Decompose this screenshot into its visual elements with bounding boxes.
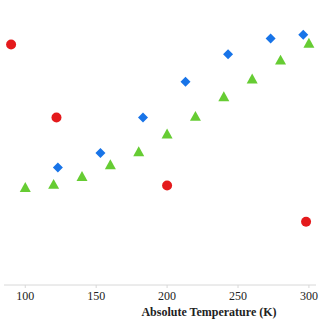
point-diamond [298, 30, 308, 40]
x-tick [96, 285, 97, 288]
point-diamond [138, 113, 148, 123]
point-triangle [247, 74, 258, 84]
x-tick-label: 100 [16, 289, 34, 303]
chart: 100 150 200 250 300 Absolute Temperature (K) [0, 0, 320, 320]
point-diamond [95, 148, 105, 158]
x-tick-label: 150 [87, 289, 105, 303]
point-diamond [53, 163, 63, 173]
x-tick-label: 200 [158, 289, 176, 303]
point-triangle [48, 179, 59, 189]
x-tick-label: 250 [229, 289, 247, 303]
point-circle [162, 181, 172, 191]
point-triangle [303, 38, 314, 48]
point-diamond [223, 49, 233, 59]
x-tick-label: 300 [300, 289, 318, 303]
point-diamond [266, 34, 276, 44]
point-diamond [181, 77, 191, 87]
x-tick [308, 285, 309, 288]
x-tick [25, 285, 26, 288]
point-triangle [275, 55, 286, 65]
point-triangle [133, 146, 144, 156]
point-circle [301, 217, 311, 227]
point-triangle [20, 182, 31, 192]
point-triangle [77, 171, 88, 181]
point-triangle [105, 159, 116, 169]
x-axis-title: Absolute Temperature (K) [141, 305, 276, 319]
x-tick [238, 285, 239, 288]
point-triangle [162, 129, 173, 139]
point-circle [6, 39, 16, 49]
x-tick [167, 285, 168, 288]
x-axis-line [4, 285, 316, 286]
point-triangle [190, 111, 201, 121]
point-circle [51, 113, 61, 123]
plot-marks [6, 30, 314, 227]
point-triangle [218, 91, 229, 101]
